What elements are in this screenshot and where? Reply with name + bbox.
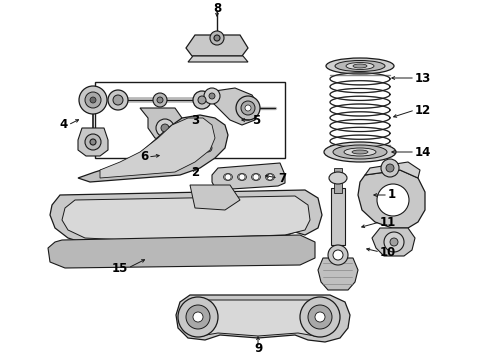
Ellipse shape [353,64,367,68]
Text: 2: 2 [191,166,199,179]
Circle shape [85,134,101,150]
Ellipse shape [335,60,385,72]
Circle shape [209,93,215,99]
Ellipse shape [329,172,347,184]
Circle shape [267,174,273,180]
Polygon shape [186,35,248,56]
Circle shape [153,93,167,107]
Polygon shape [334,168,342,193]
Polygon shape [372,228,415,256]
Text: 1: 1 [388,189,396,202]
Circle shape [204,144,212,152]
Circle shape [156,119,174,137]
Circle shape [85,92,101,108]
Polygon shape [358,170,425,228]
Circle shape [157,97,163,103]
Text: 15: 15 [112,261,128,274]
Circle shape [90,97,96,103]
Circle shape [108,90,128,110]
Polygon shape [184,300,334,336]
Polygon shape [100,118,215,178]
Text: 8: 8 [213,1,221,14]
Ellipse shape [352,150,368,154]
Circle shape [377,184,409,216]
Ellipse shape [346,63,374,69]
Circle shape [90,139,96,145]
Bar [95,82,285,158]
Circle shape [79,86,107,114]
Ellipse shape [238,174,246,180]
Circle shape [308,305,332,329]
Text: 5: 5 [252,113,260,126]
Text: 9: 9 [254,342,262,355]
Circle shape [198,96,206,104]
Polygon shape [190,185,240,210]
Text: 3: 3 [191,113,199,126]
Polygon shape [78,128,108,156]
Circle shape [153,147,171,165]
Polygon shape [50,190,322,248]
Text: 10: 10 [380,246,396,258]
Circle shape [186,305,210,329]
Polygon shape [140,108,185,142]
Polygon shape [212,163,285,190]
Circle shape [161,124,169,132]
Text: 14: 14 [415,145,431,158]
Text: 12: 12 [415,104,431,117]
Ellipse shape [326,58,394,74]
Circle shape [113,95,123,105]
Text: 7: 7 [278,171,286,184]
Polygon shape [78,115,228,182]
Circle shape [381,159,399,177]
Circle shape [239,174,245,180]
Circle shape [241,101,255,115]
Polygon shape [365,162,420,178]
Ellipse shape [333,145,387,159]
Circle shape [158,152,166,160]
Polygon shape [318,258,358,290]
Circle shape [193,312,203,322]
Circle shape [204,88,220,104]
Ellipse shape [251,174,261,180]
Text: 6: 6 [140,150,148,163]
Circle shape [245,105,251,111]
Polygon shape [176,295,350,342]
Circle shape [180,147,190,157]
Circle shape [199,139,217,157]
Circle shape [386,164,394,172]
Polygon shape [208,88,260,125]
Ellipse shape [223,174,232,180]
Circle shape [390,238,398,246]
Circle shape [178,297,218,337]
Circle shape [193,91,211,109]
Polygon shape [48,235,315,268]
Circle shape [300,297,340,337]
Polygon shape [62,196,310,240]
Circle shape [315,312,325,322]
Circle shape [225,174,231,180]
Polygon shape [331,188,345,245]
Circle shape [328,245,348,265]
Circle shape [253,174,259,180]
Circle shape [210,31,224,45]
Text: 13: 13 [415,72,431,85]
Polygon shape [188,56,248,62]
Ellipse shape [324,142,396,162]
Circle shape [384,232,404,252]
Circle shape [214,35,220,41]
Text: 4: 4 [60,118,68,131]
Circle shape [333,250,343,260]
Ellipse shape [344,148,376,156]
Ellipse shape [266,174,274,180]
Text: 11: 11 [380,216,396,229]
Circle shape [236,96,260,120]
